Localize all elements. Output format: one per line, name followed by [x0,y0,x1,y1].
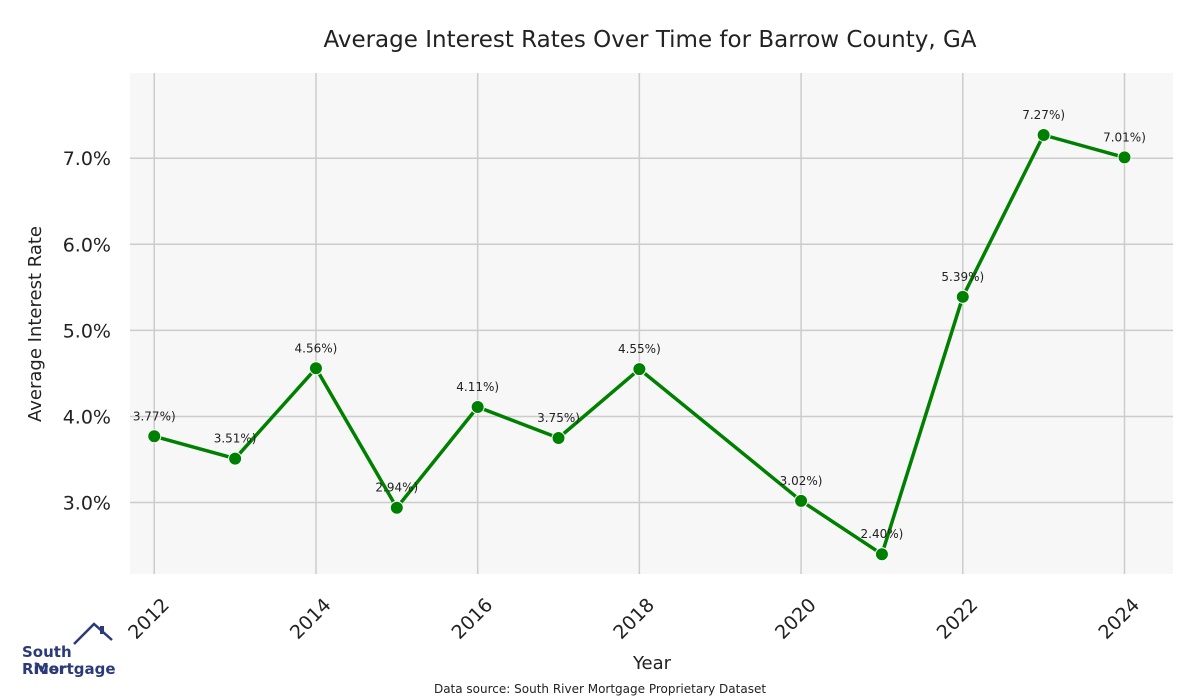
data-point [389,500,404,515]
data-point [874,547,889,562]
data-point [308,361,323,376]
data-source-note: Data source: South River Mortgage Propri… [434,682,766,696]
data-label: 4.55%) [618,342,661,356]
data-point [1117,150,1132,165]
data-label: 4.56%) [295,341,338,355]
data-points [147,127,1132,562]
y-tick-label: 7.0% [63,148,111,170]
data-label: 7.01%) [1103,130,1146,144]
y-axis-ticks: 3.0% 4.0% 5.0% 6.0% 7.0% [63,148,111,514]
data-point [470,400,485,414]
x-tick-label: 2020 [771,594,821,644]
x-axis-ticks: 2012 2014 2016 2018 2020 2022 2024 [124,594,1144,644]
logo-line-2: Mortgage [34,660,116,678]
x-axis-label: Year [632,653,672,674]
data-point [632,362,647,377]
y-tick-label: 6.0% [63,234,111,256]
data-labels: 3.77%) 3.51%) 4.56%) 2.94%) 4.11%) 3.75%) 4.55… [133,108,1146,541]
data-label: 2.40%) [861,527,904,541]
data-point [228,451,243,466]
data-point [794,493,809,508]
x-tick-label: 2022 [933,594,983,644]
y-tick-label: 4.0% [63,406,111,428]
plot-area [130,73,1173,574]
logo-line-1: South River [22,643,72,678]
series-line [153,133,1125,556]
data-point [955,289,970,304]
data-label: 7.27%) [1022,108,1065,122]
x-tick-label: 2016 [448,594,498,644]
data-label: 4.11%) [456,380,499,394]
x-tick-label: 2024 [1094,594,1144,644]
data-point [147,429,162,444]
x-tick-label: 2014 [286,594,336,644]
data-point [1036,127,1051,142]
data-point [551,430,566,445]
south-river-mortgage-logo: South River Mortgage [20,620,120,682]
y-axis-label: Average Interest Rate [25,226,46,422]
chart-title: Average Interest Rates Over Time for Bar… [323,27,976,53]
data-label: 3.51%) [214,432,257,446]
house-icon [73,622,113,645]
y-tick-label: 5.0% [63,320,111,342]
x-tick-label: 2018 [609,594,659,644]
data-label: 2.94%) [375,481,418,495]
data-label: 5.39%) [941,270,984,284]
x-tick-label: 2012 [124,594,174,644]
data-label: 3.77%) [133,409,176,423]
y-tick-label: 3.0% [63,493,111,515]
data-label: 3.02%) [780,474,823,488]
data-label: 3.75%) [537,411,580,425]
